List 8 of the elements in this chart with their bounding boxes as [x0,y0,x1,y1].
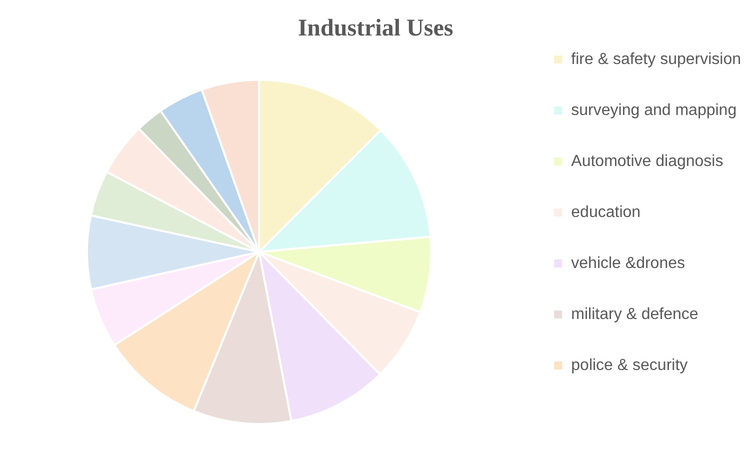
legend-label: police & security [571,356,688,374]
legend-label: surveying and mapping [571,102,737,119]
legend-label: vehicle &drones [571,254,685,272]
chart-title: Industrial Uses [298,16,454,42]
legend-label: fire & safety supervision [571,50,742,68]
legend-label: education [571,204,641,221]
legend-label: military & defence [571,306,698,323]
legend-label: Automotive diagnosis [571,152,724,170]
